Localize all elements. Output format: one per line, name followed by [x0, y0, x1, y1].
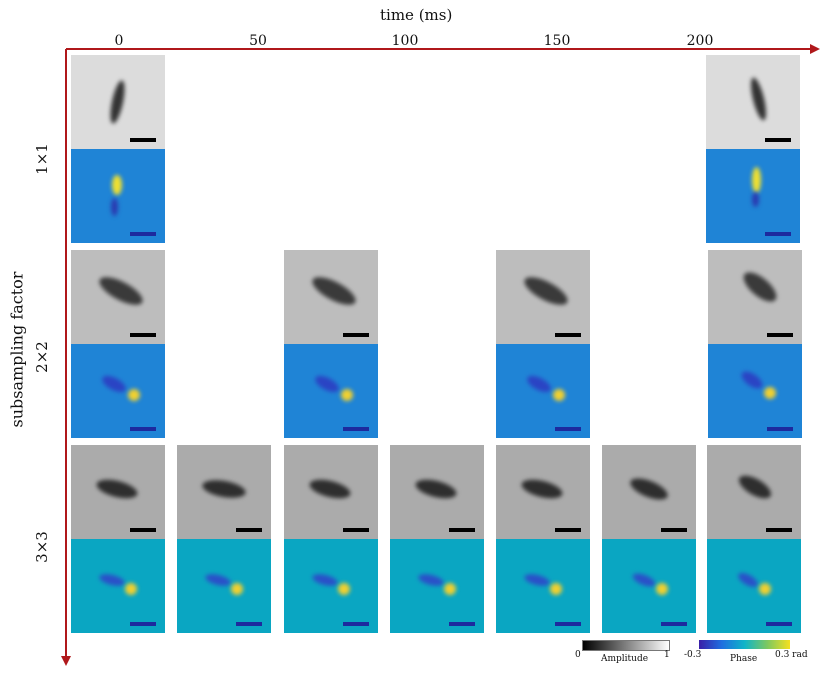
phase-colorbar-min: -0.3 [684, 650, 702, 660]
phase-colorbar-label: Phase [730, 654, 758, 664]
phase-image [71, 539, 165, 633]
amplitude-image [177, 445, 271, 539]
amplitude-colorbar-label: Amplitude [601, 654, 649, 664]
scale-bar [661, 528, 687, 532]
scale-bar [130, 427, 156, 431]
scale-bar [130, 528, 156, 532]
phase-image [71, 344, 165, 438]
scale-bar [130, 138, 156, 142]
scale-bar [555, 622, 581, 626]
row-label-3x3: 3×3 [33, 531, 51, 563]
phase-colorbar [699, 640, 790, 649]
phase-image [390, 539, 484, 633]
phase-image [602, 539, 696, 633]
phase-colorbar-max: 0.3 rad [775, 650, 808, 660]
x-tick-200: 200 [686, 33, 714, 49]
amplitude-image [707, 445, 801, 539]
scale-bar [449, 622, 475, 626]
scale-bar [236, 622, 262, 626]
scale-bar [767, 427, 793, 431]
scale-bar [343, 528, 369, 532]
amplitude-image [71, 445, 165, 539]
scale-bar [343, 622, 369, 626]
scale-bar [130, 333, 156, 337]
scale-bar [555, 427, 581, 431]
amplitude-image [284, 445, 378, 539]
phase-image [284, 539, 378, 633]
scale-bar [766, 528, 792, 532]
amplitude-colorbar-max: 1 [664, 650, 670, 660]
amplitude-colorbar [582, 640, 670, 651]
scale-bar [766, 622, 792, 626]
amplitude-image [706, 55, 800, 149]
phase-image [71, 149, 165, 243]
y-axis-label: subsampling factor [7, 271, 27, 428]
scale-bar [765, 138, 791, 142]
amplitude-image [390, 445, 484, 539]
amplitude-image [284, 250, 378, 344]
row-label-1x1: 1×1 [33, 143, 51, 175]
scale-bar [767, 333, 793, 337]
amplitude-image [496, 250, 590, 344]
amplitude-image [708, 250, 802, 344]
figure-title: time (ms) [380, 6, 453, 24]
scale-bar [343, 427, 369, 431]
x-tick-50: 50 [249, 33, 267, 49]
x-tick-100: 100 [391, 33, 419, 49]
scale-bar [343, 333, 369, 337]
scale-bar [449, 528, 475, 532]
phase-image [708, 344, 802, 438]
scale-bar [130, 232, 156, 236]
scale-bar [555, 333, 581, 337]
amplitude-image [602, 445, 696, 539]
subsampling-axis-arrowhead [61, 656, 71, 666]
x-tick-0: 0 [114, 33, 124, 49]
phase-image [706, 149, 800, 243]
time-axis-arrowhead [810, 44, 820, 54]
amplitude-image [71, 55, 165, 149]
scale-bar [661, 622, 687, 626]
amplitude-colorbar-min: 0 [575, 650, 581, 660]
amplitude-image [71, 250, 165, 344]
phase-image [177, 539, 271, 633]
row-label-2x2: 2×2 [33, 341, 51, 373]
scale-bar [555, 528, 581, 532]
scale-bar [236, 528, 262, 532]
phase-image [496, 539, 590, 633]
phase-image [284, 344, 378, 438]
phase-image [496, 344, 590, 438]
amplitude-image [496, 445, 590, 539]
phase-image [707, 539, 801, 633]
x-tick-150: 150 [543, 33, 571, 49]
scale-bar [130, 622, 156, 626]
scale-bar [765, 232, 791, 236]
